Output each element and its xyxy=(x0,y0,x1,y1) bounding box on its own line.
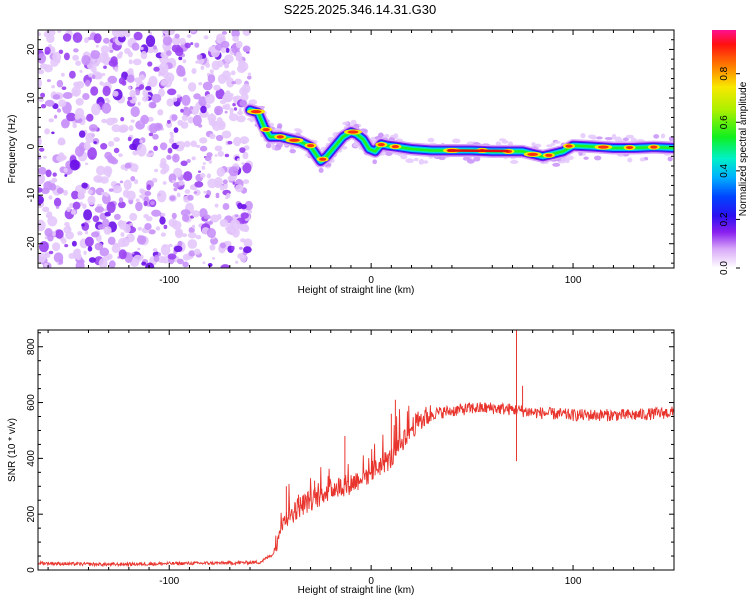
snr-y-tick-label: 200 xyxy=(26,505,37,522)
spectrogram-plot-area xyxy=(38,30,674,268)
snr-y-axis-label: SNR (10 * v/v) xyxy=(7,418,18,482)
snr-y-tick-label: 800 xyxy=(26,338,37,355)
snr-x-tick-label: 0 xyxy=(368,576,374,587)
snr-series-line xyxy=(38,402,674,568)
snr-plot-area xyxy=(38,330,674,568)
snr-y-tick-label: 400 xyxy=(26,450,37,467)
spectrogram-x-axis-label: Height of straight line (km) xyxy=(298,285,415,296)
snr-x-axis-label: Height of straight line (km) xyxy=(298,585,415,596)
colorbar-tick-label: 0.6 xyxy=(719,115,730,129)
spectrogram-y-tick-label: -20 xyxy=(26,236,37,251)
colorbar-tick-label: 0.8 xyxy=(719,66,730,80)
spectrogram-x-tick-label: 0 xyxy=(368,275,374,286)
spectrogram-y-tick-label: 0 xyxy=(26,143,37,149)
colorbar-gradient xyxy=(712,30,736,268)
snr-x-ticks: -100 0 100 xyxy=(47,330,655,587)
spectrogram-x-tick-label: 100 xyxy=(565,275,582,286)
snr-x-tick-label: -100 xyxy=(159,576,179,587)
spectrogram-y-tick-label: 20 xyxy=(26,43,37,55)
figure-title: S225.2025.346.14.31.G30 xyxy=(284,2,437,17)
colorbar: 0.0 0.2 0.4 0.6 0.8 Normalized spectral ampl… xyxy=(712,30,749,275)
spectrogram-y-ticks: -20 -10 0 10 20 xyxy=(26,29,674,264)
snr-x-tick-label: 100 xyxy=(565,576,582,587)
snr-y-tick-label: 600 xyxy=(26,394,37,411)
spectrogram-y-axis-label: Frequency (Hz) xyxy=(7,115,18,184)
spectrogram-y-tick-label: 10 xyxy=(26,92,37,104)
snr-frame xyxy=(37,329,675,571)
snr-panel: -100 0 100 0 200 400 600 800 Height of straigh… xyxy=(7,329,675,596)
colorbar-label: Normalized spectral amplitude xyxy=(738,81,749,216)
colorbar-tick-label: 0.0 xyxy=(719,261,730,275)
snr-y-tick-label: 0 xyxy=(26,567,37,573)
colorbar-ticks: 0.0 0.2 0.4 0.6 0.8 xyxy=(719,66,740,275)
colorbar-tick-label: 0.4 xyxy=(719,163,730,177)
spectrogram-y-tick-label: -10 xyxy=(26,187,37,202)
colorbar-tick-label: 0.2 xyxy=(719,212,730,226)
noise-speckle xyxy=(38,30,253,268)
spectrogram-frame xyxy=(37,29,675,269)
spectrogram-x-ticks: -100 0 100 xyxy=(47,30,655,286)
spectral-ridge xyxy=(243,99,674,173)
spectrogram-x-tick-label: -100 xyxy=(159,275,179,286)
snr-y-ticks: 0 200 400 600 800 xyxy=(26,332,674,573)
